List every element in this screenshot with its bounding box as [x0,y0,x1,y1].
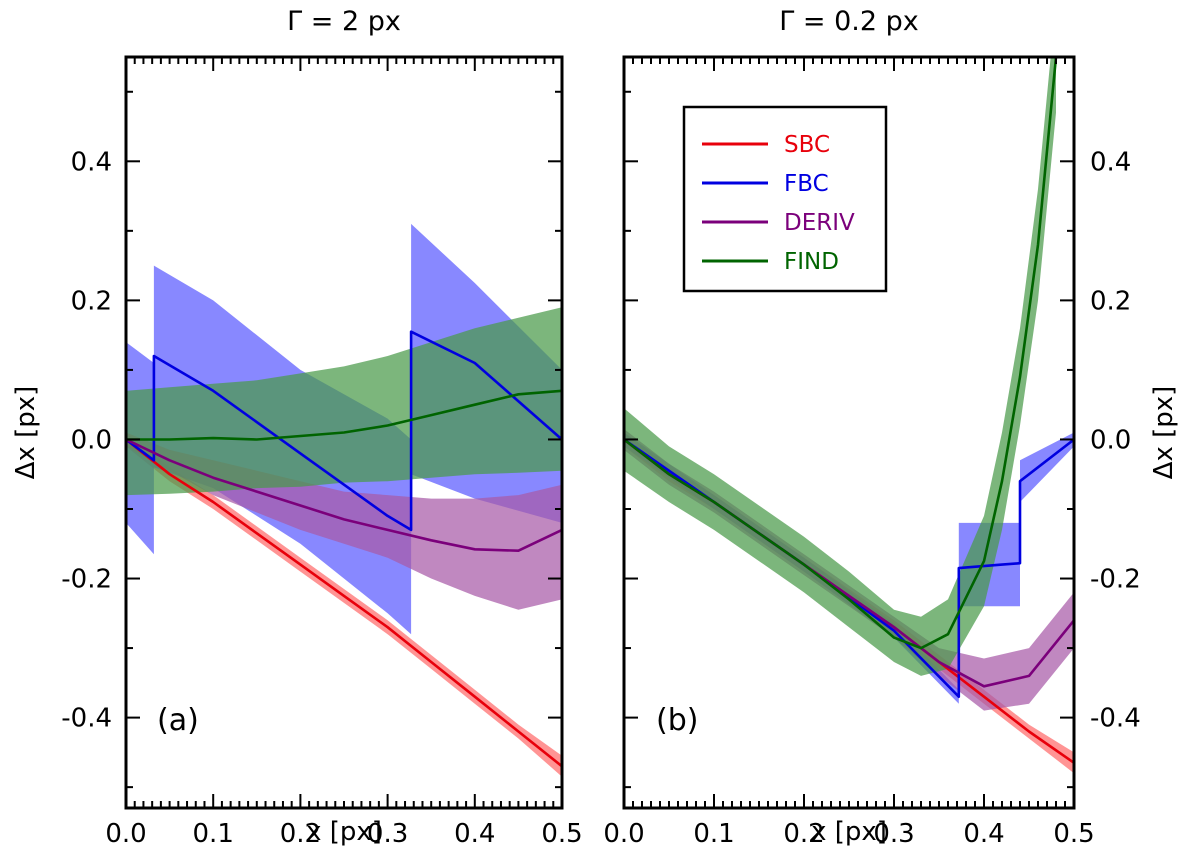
panel-a: 0.0 0.1 0.2 0.3 0.4 0.5 0.4 0.2 0.0 -0.2 -0.4 x [px… [11,6,583,849]
panel-title: Γ = 0.2 px [779,6,918,37]
y-axis-label: Δx [px] [11,386,41,480]
legend-label-find: FIND [784,249,839,275]
legend-label-sbc: SBC [784,132,830,158]
panel-b: 0.0 0.1 0.2 0.3 0.4 0.5 0.4 0.2 0.0 -0.2 -0.4 x [px… [603,6,1179,849]
x-tick-label: 0.2 [783,819,824,849]
x-tick-label: 0.3 [367,819,408,849]
y-tick-label: -0.4 [1090,704,1141,734]
x-tick-label: 0.5 [1053,819,1094,849]
y-tick-label: -0.2 [61,565,112,595]
y-tick-label: -0.4 [61,704,112,734]
plot-area [624,57,1074,774]
line-sbc [126,438,562,768]
line-find [126,389,562,441]
x-axis-label: x [px] [306,817,382,847]
y-axis-label: Δx [px] [1149,386,1179,480]
x-tick-label: 0.0 [105,819,146,849]
line-find [624,57,1058,650]
band-find [126,307,562,496]
y-tick-label: 0.4 [1090,147,1131,177]
x-tick-label: 0.2 [280,819,321,849]
x-axis-label: x [px] [811,817,887,847]
x-tick-label: 0.1 [193,819,234,849]
x-tick-label: 0.1 [693,819,734,849]
band-deriv [624,429,1074,711]
y-tick-label: -0.2 [1090,565,1141,595]
y-tick-label: 0.2 [71,286,112,316]
y-tick-label: 0.0 [71,425,112,455]
x-tick-label: 0.3 [873,819,914,849]
x-tick-label: 0.4 [963,819,1004,849]
y-tick-label: 0.2 [1090,286,1131,316]
band-find [624,57,1056,676]
line-fbc [126,330,562,532]
legend-label-fbc: FBC [784,171,829,197]
plot-area [126,223,562,777]
x-tick-label: 0.4 [454,819,495,849]
panel-tag: (b) [656,703,698,738]
panel-tag: (a) [157,703,199,738]
y-tick-label: 0.0 [1090,425,1131,455]
x-tick-label: 0.5 [541,819,582,849]
legend: SBC FBC DERIV FIND [682,105,888,293]
y-tick-label: 0.4 [71,147,112,177]
x-tick-label: 0.0 [603,819,644,849]
line-deriv [126,438,562,552]
legend-label-deriv: DERIV [784,210,855,236]
panel-title: Γ = 2 px [287,6,401,37]
